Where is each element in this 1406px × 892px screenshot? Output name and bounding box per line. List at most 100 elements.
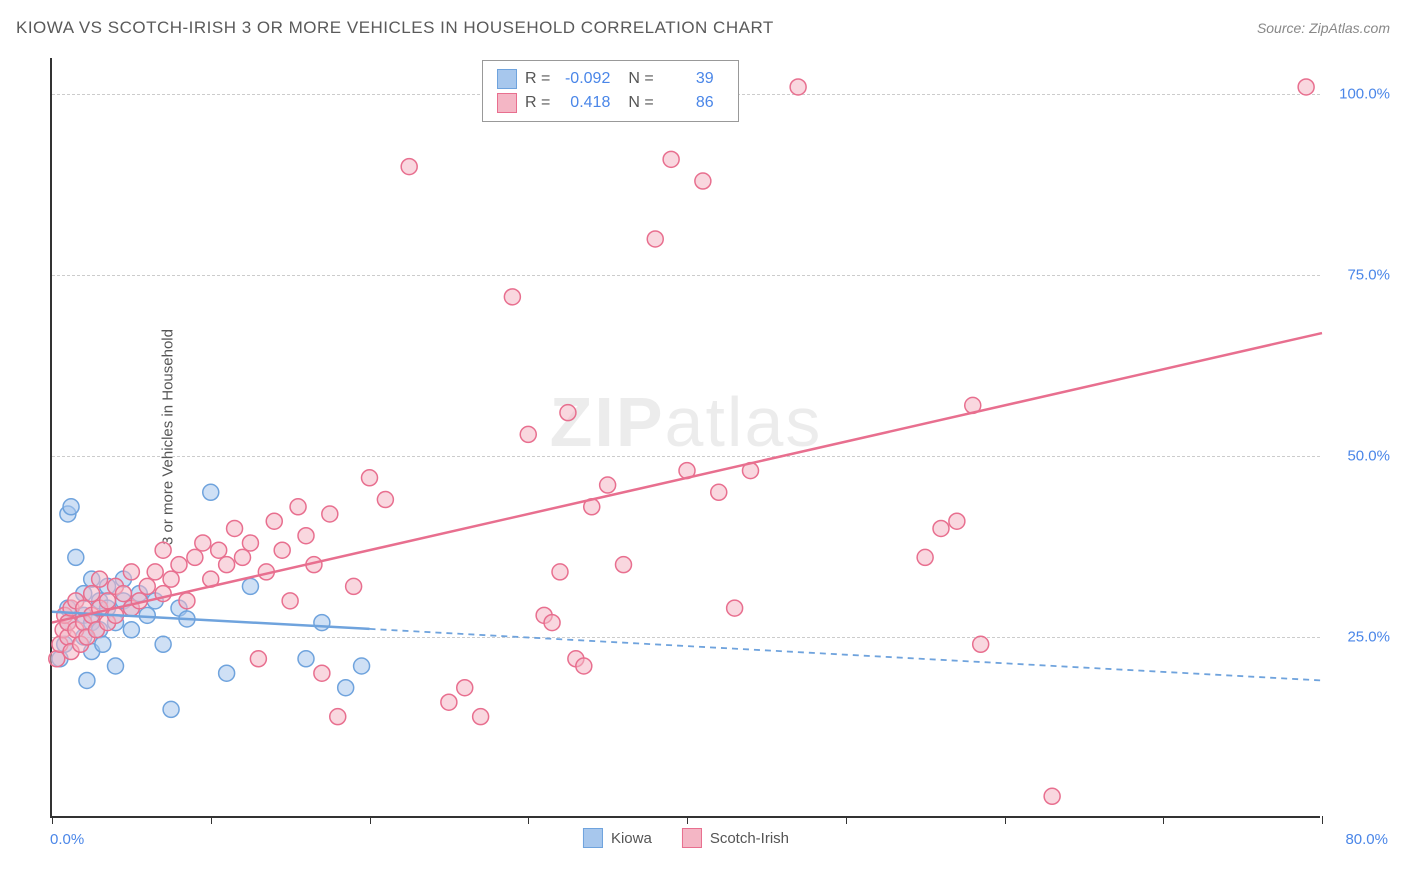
trend-line-solid: [52, 333, 1322, 623]
scatter-point: [600, 477, 616, 493]
scatter-point: [211, 542, 227, 558]
scatter-point: [401, 159, 417, 175]
scatter-point: [63, 499, 79, 515]
chart-source: Source: ZipAtlas.com: [1257, 20, 1390, 36]
scatter-point: [314, 615, 330, 631]
scatter-point: [933, 520, 949, 536]
scatter-point: [155, 542, 171, 558]
scatter-point: [520, 426, 536, 442]
scatter-point: [544, 615, 560, 631]
scatter-point: [100, 593, 116, 609]
N-value-scotch-irish: 86: [664, 94, 714, 112]
x-axis-label-min: 0.0%: [50, 831, 84, 848]
scatter-point: [290, 499, 306, 515]
scatter-point: [711, 484, 727, 500]
x-tick: [52, 816, 53, 824]
x-tick: [370, 816, 371, 824]
scatter-point: [219, 557, 235, 573]
scatter-point: [917, 549, 933, 565]
scatter-point: [274, 542, 290, 558]
scatter-point: [457, 680, 473, 696]
x-tick: [1005, 816, 1006, 824]
stats-row-kiowa: R = -0.092 N = 39: [497, 67, 724, 91]
source-label: Source:: [1257, 20, 1309, 36]
scatter-point: [949, 513, 965, 529]
scatter-point: [219, 665, 235, 681]
scatter-point: [282, 593, 298, 609]
scatter-point: [298, 528, 314, 544]
legend-label-scotch-irish: Scotch-Irish: [710, 830, 789, 847]
scatter-point: [95, 636, 111, 652]
scatter-point: [354, 658, 370, 674]
R-value-scotch-irish: 0.418: [560, 94, 610, 112]
scatter-point: [663, 151, 679, 167]
chart-title: KIOWA VS SCOTCH-IRISH 3 OR MORE VEHICLES…: [16, 18, 774, 38]
y-tick-label: 100.0%: [1330, 86, 1390, 103]
scatter-point: [155, 636, 171, 652]
scatter-point: [552, 564, 568, 580]
N-value-kiowa: 39: [664, 70, 714, 88]
scatter-point: [179, 593, 195, 609]
scatter-point: [338, 680, 354, 696]
chart-header: KIOWA VS SCOTCH-IRISH 3 OR MORE VEHICLES…: [16, 18, 1390, 38]
scatter-point: [123, 622, 139, 638]
scatter-point: [195, 535, 211, 551]
swatch-scotch-irish: [497, 93, 517, 113]
scatter-point: [473, 709, 489, 725]
scatter-point: [163, 701, 179, 717]
scatter-point: [1298, 79, 1314, 95]
legend-item-kiowa: Kiowa: [583, 828, 652, 848]
scatter-point: [250, 651, 266, 667]
scatter-point: [314, 665, 330, 681]
bottom-legend: Kiowa Scotch-Irish: [583, 828, 789, 848]
scatter-point: [242, 578, 258, 594]
trend-line-dashed: [370, 629, 1323, 681]
scatter-point: [139, 578, 155, 594]
x-tick: [846, 816, 847, 824]
scatter-point: [49, 651, 65, 667]
scatter-point: [235, 549, 251, 565]
scatter-point: [187, 549, 203, 565]
chart-svg: [52, 58, 1320, 816]
scatter-point: [163, 571, 179, 587]
x-tick: [1322, 816, 1323, 824]
stats-legend-box: R = -0.092 N = 39 R = 0.418 N = 86: [482, 60, 739, 122]
scatter-point: [346, 578, 362, 594]
scatter-point: [203, 484, 219, 500]
legend-swatch-scotch-irish: [682, 828, 702, 848]
y-tick-label: 50.0%: [1330, 448, 1390, 465]
scatter-point: [322, 506, 338, 522]
scatter-point: [123, 564, 139, 580]
legend-label-kiowa: Kiowa: [611, 830, 652, 847]
scatter-point: [790, 79, 806, 95]
y-tick-label: 25.0%: [1330, 629, 1390, 646]
swatch-kiowa: [497, 69, 517, 89]
scatter-point: [560, 405, 576, 421]
scatter-point: [330, 709, 346, 725]
scatter-point: [504, 289, 520, 305]
scatter-point: [362, 470, 378, 486]
scatter-point: [647, 231, 663, 247]
plot-area: 3 or more Vehicles in Household ZIPatlas…: [50, 58, 1320, 818]
scatter-point: [441, 694, 457, 710]
scatter-point: [727, 600, 743, 616]
scatter-point: [227, 520, 243, 536]
x-tick: [687, 816, 688, 824]
R-value-kiowa: -0.092: [560, 70, 610, 88]
x-tick: [528, 816, 529, 824]
x-tick: [211, 816, 212, 824]
R-label: R =: [525, 70, 550, 88]
stats-row-scotch-irish: R = 0.418 N = 86: [497, 91, 724, 115]
scatter-point: [377, 492, 393, 508]
N-label: N =: [628, 94, 653, 112]
scatter-point: [171, 557, 187, 573]
scatter-point: [1044, 788, 1060, 804]
scatter-point: [973, 636, 989, 652]
scatter-point: [695, 173, 711, 189]
scatter-point: [68, 549, 84, 565]
x-tick: [1163, 816, 1164, 824]
scatter-point: [266, 513, 282, 529]
scatter-point: [147, 564, 163, 580]
scatter-point: [79, 672, 95, 688]
scatter-point: [616, 557, 632, 573]
